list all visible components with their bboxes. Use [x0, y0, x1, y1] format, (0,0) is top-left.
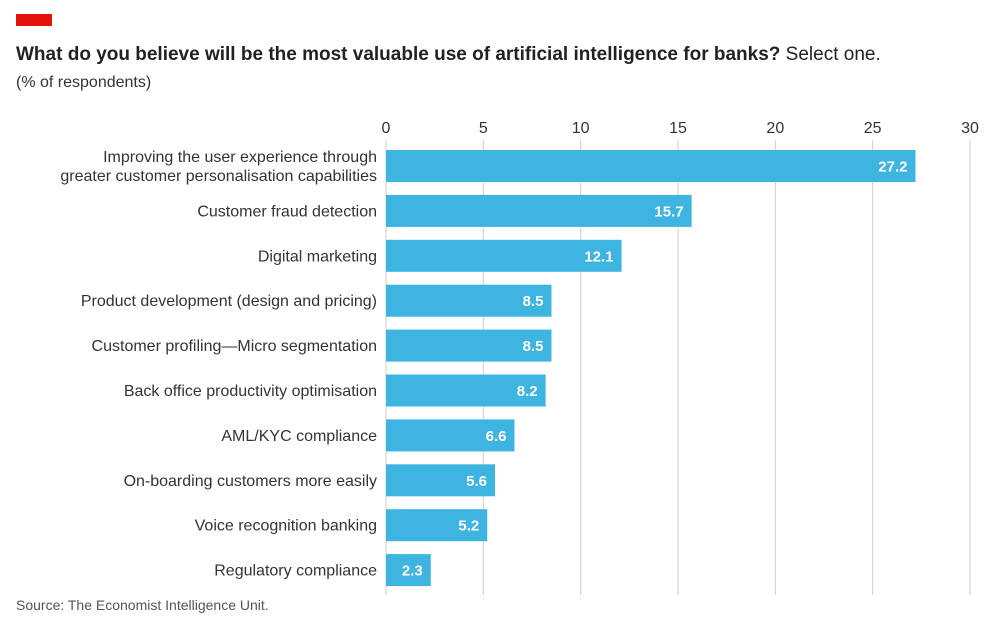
bar-value-label: 15.7	[654, 203, 683, 220]
x-tick-label: 15	[669, 120, 687, 137]
x-tick-label: 30	[961, 120, 979, 137]
chart-units: (% of respondents)	[16, 74, 152, 91]
bar-value-label: 27.2	[878, 159, 907, 176]
bar-value-label: 12.1	[584, 248, 613, 265]
chart-title: What do you believe will be the most val…	[16, 44, 881, 66]
bar	[386, 554, 431, 587]
x-tick-label: 5	[479, 120, 488, 137]
bar	[386, 419, 515, 452]
bar	[386, 464, 496, 497]
category-label: AML/KYC compliance	[221, 428, 377, 445]
bar	[386, 284, 552, 317]
x-tick-label: 25	[864, 120, 882, 137]
brand-accent-bar	[16, 14, 52, 26]
bar	[386, 374, 546, 407]
category-label: Regulatory compliance	[214, 563, 377, 580]
category-label: Customer fraud detection	[197, 203, 377, 220]
chart-title-main: What do you believe will be the most val…	[16, 44, 781, 65]
bar	[386, 194, 692, 227]
bar-value-label: 8.5	[523, 293, 544, 310]
chart-title-instruction: Select one.	[780, 44, 881, 65]
category-label: On-boarding customers more easily	[124, 473, 377, 490]
bar	[386, 239, 622, 272]
x-tick-label: 10	[572, 120, 590, 137]
bar-value-label: 5.2	[458, 518, 479, 535]
category-label: Digital marketing	[258, 248, 377, 265]
category-label: Customer profiling—Micro segmentation	[92, 338, 377, 355]
x-tick-label: 0	[382, 120, 391, 137]
bar-value-label: 5.6	[466, 473, 487, 490]
category-label: Voice recognition banking	[195, 518, 377, 535]
category-label: Back office productivity optimisation	[124, 383, 377, 400]
category-label: Product development (design and pricing)	[81, 293, 377, 310]
bar	[386, 150, 916, 182]
bar	[386, 329, 552, 362]
category-label: Improving the user experience through gre…	[60, 149, 377, 185]
bar-value-label: 8.5	[523, 338, 544, 355]
bar-value-label: 6.6	[486, 428, 507, 445]
source-note: Source: The Economist Intelligence Unit.	[16, 597, 269, 613]
bar-value-label: 8.2	[517, 383, 538, 400]
bar	[386, 509, 488, 542]
bar-value-label: 2.3	[402, 563, 423, 580]
x-tick-label: 20	[766, 120, 784, 137]
